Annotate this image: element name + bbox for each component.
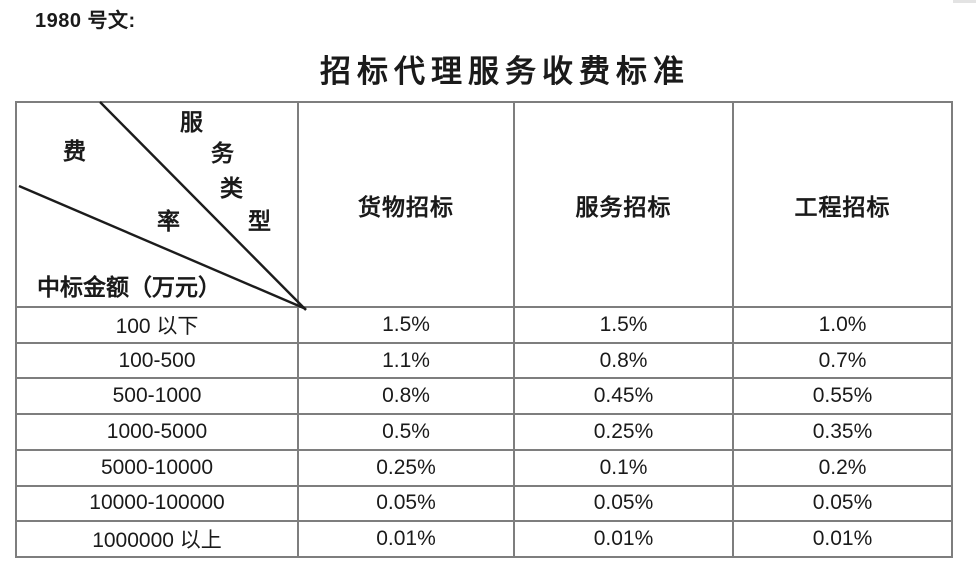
column-header-engineering: 工程招标 <box>734 103 951 306</box>
corner-service-type-char: 型 <box>248 209 271 234</box>
row-label: 1000-5000 <box>17 415 297 449</box>
fee-value: 0.45% <box>515 379 732 414</box>
corner-amount-axis-label: 中标金额（万元） <box>37 275 221 300</box>
row-label: 100 以下 <box>17 308 297 342</box>
fee-table: 服 务 类 型 费 率 中标金额（万元） 货物招标 服务招标 工程招标 100 … <box>15 101 953 558</box>
fee-value: 1.0% <box>734 308 951 342</box>
fee-value: 0.05% <box>299 486 513 521</box>
fee-value: 0.8% <box>515 343 732 378</box>
corner-service-type-char: 服 <box>180 110 203 135</box>
column-header-goods: 货物招标 <box>299 103 513 306</box>
row-label: 1000000 以上 <box>17 522 297 556</box>
fee-value: 0.8% <box>299 379 513 414</box>
fee-value: 0.55% <box>734 379 951 414</box>
fee-value: 1.5% <box>515 308 732 342</box>
corner-service-type-char: 务 <box>211 141 234 166</box>
fee-value: 1.5% <box>299 308 513 342</box>
diagonal-divider-lines <box>18 101 307 311</box>
row-label: 500-1000 <box>17 379 297 414</box>
fee-value: 0.01% <box>515 522 732 556</box>
row-label: 5000-10000 <box>17 450 297 485</box>
page-title: 招标代理服务收费标准 <box>320 54 690 89</box>
row-label: 100-500 <box>17 343 297 378</box>
fee-value: 0.1% <box>515 450 732 485</box>
diagonal-line-upper <box>99 101 307 311</box>
column-header-services: 服务招标 <box>515 103 732 306</box>
fee-value: 0.5% <box>299 415 513 449</box>
fee-value: 0.05% <box>515 486 732 521</box>
fee-value: 0.35% <box>734 415 951 449</box>
corner-fee-rate-char: 率 <box>157 209 180 234</box>
diagonal-line-lower <box>18 184 307 311</box>
corner-service-type-char: 类 <box>220 176 243 201</box>
fee-value: 0.05% <box>734 486 951 521</box>
fee-value: 0.7% <box>734 343 951 378</box>
doc-ref-label: 1980 号文: <box>35 10 136 32</box>
fee-value: 0.2% <box>734 450 951 485</box>
table-corner-cell: 服 务 类 型 费 率 中标金额（万元） <box>17 101 307 311</box>
fee-value: 0.01% <box>299 522 513 556</box>
fee-value: 0.25% <box>299 450 513 485</box>
corner-fee-rate-char: 费 <box>63 139 86 164</box>
fee-value: 0.01% <box>734 522 951 556</box>
row-label: 10000-100000 <box>17 486 297 521</box>
fee-value: 0.25% <box>515 415 732 449</box>
scrollbar-fragment <box>953 0 976 3</box>
fee-value: 1.1% <box>299 343 513 378</box>
